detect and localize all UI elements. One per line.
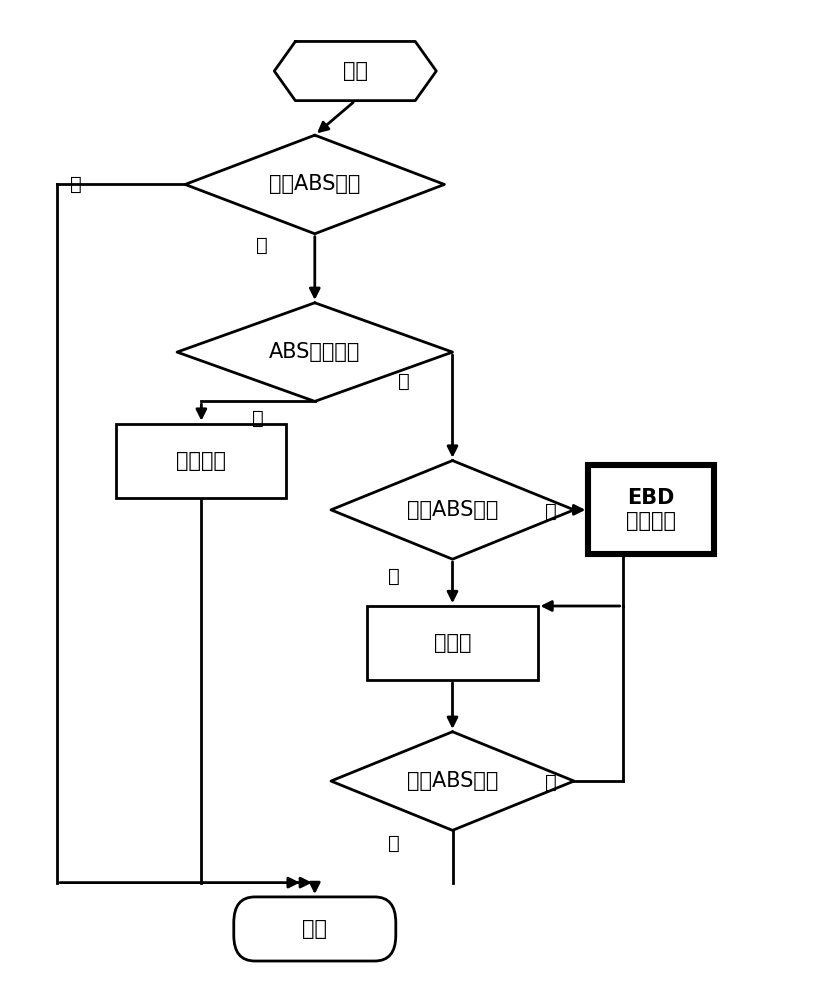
FancyBboxPatch shape	[588, 465, 714, 554]
Text: 否: 否	[398, 372, 410, 391]
Text: 是: 是	[252, 409, 264, 428]
Text: 是: 是	[388, 834, 400, 853]
Text: 持续保压: 持续保压	[176, 451, 227, 471]
Text: EBD
控制逻辑: EBD 控制逻辑	[626, 488, 676, 531]
Text: 后轮ABS动作: 后轮ABS动作	[407, 771, 499, 791]
Text: 开始: 开始	[343, 61, 368, 81]
Text: 是: 是	[388, 567, 400, 586]
Text: ABS失效故障: ABS失效故障	[269, 342, 360, 362]
Text: 否: 否	[545, 773, 557, 792]
FancyBboxPatch shape	[116, 424, 287, 498]
Text: 否: 否	[256, 236, 268, 255]
FancyBboxPatch shape	[368, 606, 537, 680]
Text: 结束: 结束	[302, 919, 327, 939]
Text: 否: 否	[545, 502, 557, 521]
Text: 是: 是	[70, 175, 82, 194]
FancyBboxPatch shape	[234, 897, 396, 961]
Text: 前轮ABS动作: 前轮ABS动作	[407, 500, 499, 520]
Text: 快加压: 快加压	[433, 633, 471, 653]
Text: 后轮ABS动作: 后轮ABS动作	[269, 174, 360, 194]
